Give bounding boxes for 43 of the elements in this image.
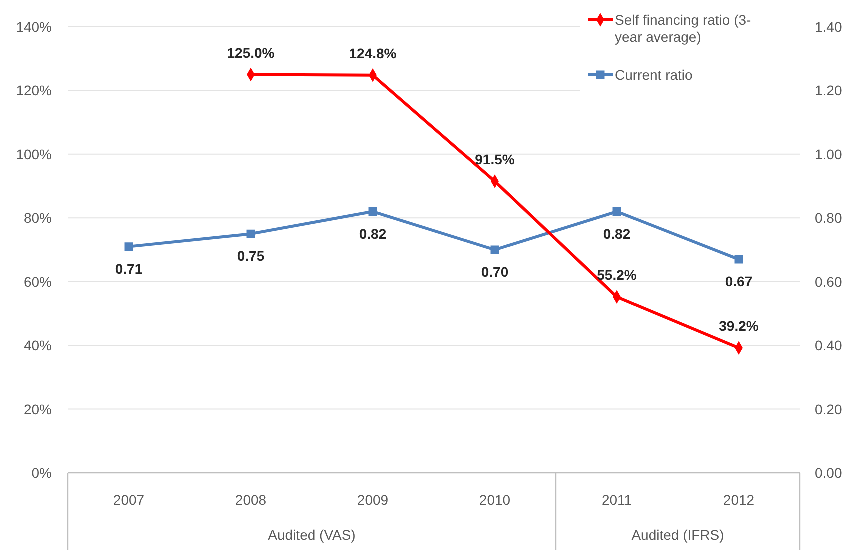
y2-tick-label: 0.60 [815,274,842,290]
data-label: 125.0% [227,44,276,61]
y-tick-label: 60% [24,274,52,290]
x-tick-label: 2012 [723,492,755,508]
y-tick-label: 100% [16,146,52,162]
x-tick-label: 2009 [357,492,389,508]
data-label: 124.8% [349,45,398,62]
y-tick-label: 80% [24,210,52,226]
data-label: 0.82 [359,226,387,242]
x-tick-label: 2008 [235,492,267,508]
point [612,208,622,216]
y-tick-label: 140% [16,19,52,35]
data-label: 0.67 [725,274,753,290]
x-tick-label: 2007 [113,492,145,508]
y2-tick-label: 0.20 [815,401,842,418]
y2-tick-label: 0.00 [815,465,842,481]
legend-label: Current ratio [615,67,694,83]
y2-tick-label: 1.20 [815,82,842,99]
y-tick-label: 0% [32,465,52,481]
data-label: 91.5% [475,152,516,168]
x-tick-label: 2010 [479,492,511,508]
text: Audited (VAS) [268,527,356,543]
y-tick-label: 40% [24,338,52,354]
data-label: 0.71 [115,260,143,277]
y2-tick-label: 1.00 [815,146,842,162]
data-label: 0.82 [603,226,631,242]
point [734,255,744,264]
data-label: 55.2% [597,267,638,284]
point [246,230,256,238]
y2-tick-label: 0.40 [815,338,842,354]
text: Audited (IFRS) [632,527,724,543]
y-tick-label: 20% [24,401,52,418]
data-label: 0.70 [481,264,509,280]
data-label: 39.2% [719,318,760,334]
point [124,242,134,252]
x-tick-label: 2011 [602,492,632,508]
point [368,208,378,216]
legend-label: Self financing ratio (3-year average) [615,12,752,45]
y-tick-label: 120% [16,82,52,99]
y2-tick-label: 0.80 [815,210,842,226]
y2-tick-label: 1.40 [815,19,842,35]
data-label: 0.75 [237,248,265,264]
point [490,246,500,254]
